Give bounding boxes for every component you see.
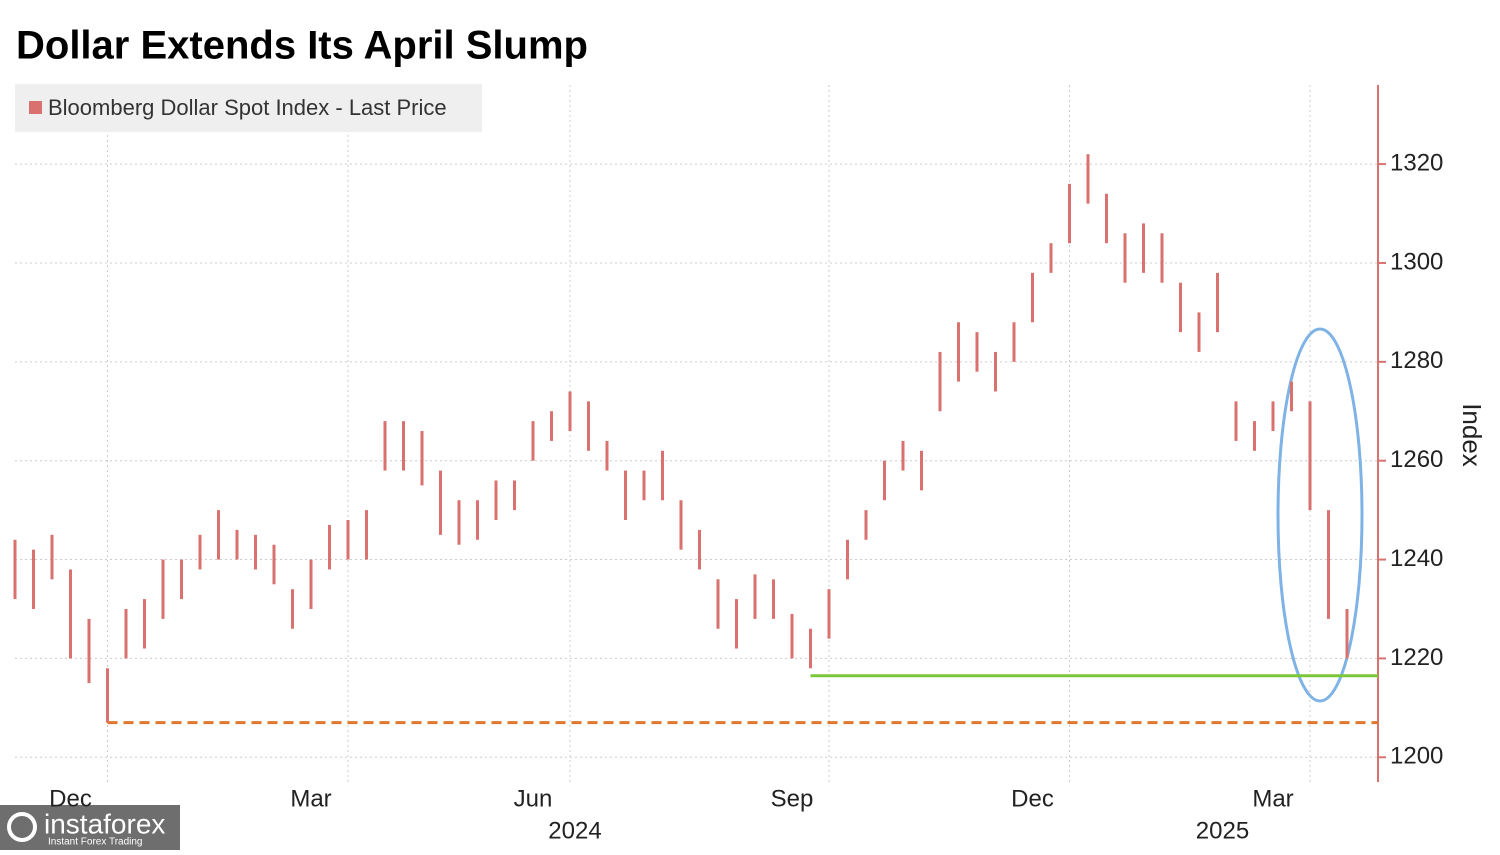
legend-swatch (29, 101, 42, 114)
y-tick-label: 1260 (1390, 446, 1443, 473)
x-tick-label: Mar (1252, 785, 1293, 812)
y-tick-label: 1300 (1390, 248, 1443, 275)
x-tick-label: Mar (290, 785, 331, 812)
legend-box (15, 84, 482, 132)
y-tick-label: 1280 (1390, 347, 1443, 374)
x-tick-label: Jun (514, 785, 553, 812)
highlight-ellipse (1276, 327, 1364, 703)
legend-label: Bloomberg Dollar Spot Index - Last Price (48, 95, 447, 120)
x-tick-label: Sep (771, 785, 814, 812)
x-group-label: 2025 (1196, 817, 1249, 844)
x-tick-label: Dec (49, 785, 92, 812)
watermark-box (0, 805, 180, 850)
watermark-tagline: Instant Forex Trading (48, 837, 143, 848)
y-tick-label: 1220 (1390, 644, 1443, 671)
chart-title: Dollar Extends Its April Slump (16, 24, 588, 68)
watermark-brand: instaforex (44, 808, 165, 839)
y-tick-label: 1240 (1390, 545, 1443, 572)
y-tick-label: 1320 (1390, 149, 1443, 176)
y-axis-label: Index (1457, 403, 1487, 467)
x-group-label: 2024 (548, 817, 601, 844)
watermark-logo (7, 812, 37, 842)
x-tick-label: Dec (1011, 785, 1054, 812)
y-tick-label: 1200 (1390, 743, 1443, 770)
